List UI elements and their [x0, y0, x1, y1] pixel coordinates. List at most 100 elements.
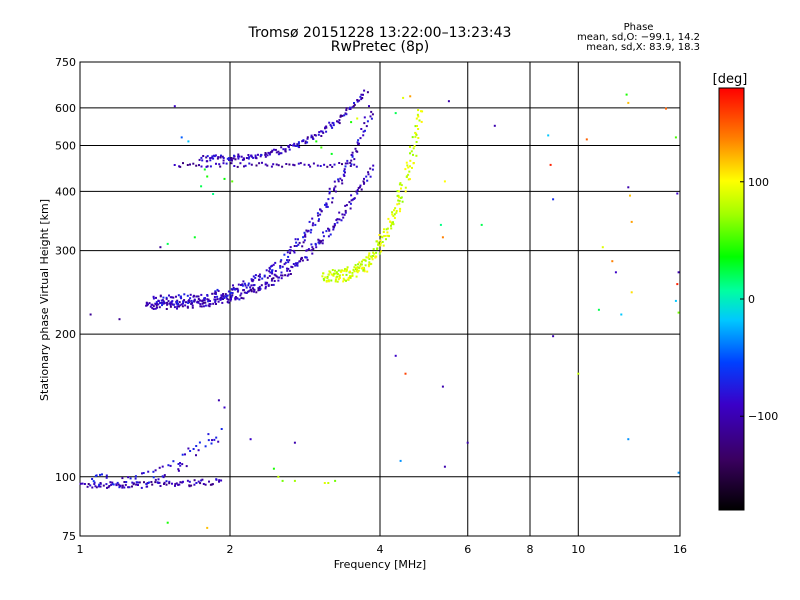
trace-point: [286, 269, 289, 272]
trace-point: [297, 141, 300, 144]
trace-point: [306, 137, 309, 140]
trace-point: [360, 93, 363, 96]
trace-point: [379, 242, 382, 245]
trace-point: [137, 484, 139, 486]
trace-point: [385, 228, 388, 231]
trace-point: [404, 190, 407, 193]
trace-point: [174, 484, 176, 487]
scatter-point: [217, 399, 220, 402]
trace-point: [182, 480, 184, 483]
trace-point: [124, 483, 127, 486]
trace-point: [364, 264, 367, 267]
trace-point: [355, 275, 358, 278]
trace-point: [281, 165, 284, 168]
trace-point: [161, 465, 164, 468]
trace-point: [297, 145, 300, 148]
trace-point: [202, 483, 205, 485]
scatter-point: [293, 441, 296, 444]
trace-point: [264, 287, 267, 290]
trace-point: [279, 266, 282, 269]
trace-point: [266, 154, 269, 157]
trace-point: [390, 224, 392, 227]
trace-point: [405, 176, 408, 178]
trace-point: [350, 163, 353, 166]
trace-point: [334, 190, 337, 193]
trace-point: [201, 478, 204, 481]
trace-point: [268, 153, 271, 156]
trace-point: [179, 481, 182, 484]
trace-point: [354, 268, 357, 270]
trace-point: [93, 483, 96, 485]
trace-point: [214, 299, 217, 302]
trace-point: [415, 141, 418, 143]
trace-point: [275, 151, 278, 154]
trace-point: [398, 199, 401, 202]
trace-point: [211, 439, 213, 442]
trace-point: [345, 268, 348, 271]
trace-point: [271, 277, 274, 280]
trace-point: [129, 477, 132, 480]
trace-point: [334, 185, 337, 188]
trace-point: [181, 453, 184, 456]
trace-point: [160, 299, 163, 302]
trace-point: [355, 270, 358, 273]
x-tick-label: 10: [571, 543, 585, 556]
trace-point: [397, 199, 400, 202]
trace-point: [159, 294, 162, 297]
scatter-point: [187, 140, 190, 143]
trace-point: [329, 164, 332, 166]
trace-point: [281, 265, 284, 268]
scatter-point: [193, 236, 196, 239]
y-tick-label: 300: [55, 245, 76, 258]
trace-point: [336, 218, 339, 221]
trace-point: [360, 263, 363, 266]
trace-point: [391, 213, 394, 216]
y-tick-label: 750: [55, 56, 76, 69]
trace-point: [321, 242, 324, 245]
trace-point: [335, 271, 338, 274]
trace-point: [362, 134, 365, 137]
trace-point: [254, 154, 257, 157]
trace-point: [375, 240, 378, 243]
trace-point: [230, 298, 232, 300]
trace-point: [248, 289, 251, 292]
trace-point: [175, 482, 178, 485]
trace-point: [304, 142, 307, 145]
trace-point: [309, 231, 312, 234]
trace-point: [329, 271, 332, 274]
trace-point: [305, 229, 308, 232]
trace-point: [355, 266, 358, 269]
trace-point: [349, 106, 351, 109]
trace-point: [327, 273, 330, 276]
trace-point: [253, 284, 256, 286]
trace-point: [217, 290, 220, 292]
trace-point: [155, 296, 157, 299]
trace-point: [204, 297, 206, 300]
scatter-point: [223, 406, 226, 409]
trace-point: [374, 256, 377, 259]
trace-point: [331, 126, 334, 129]
trace-point: [297, 162, 300, 165]
trace-point: [213, 298, 216, 301]
trace-point: [156, 306, 158, 309]
trace-point: [226, 301, 229, 303]
trace-point: [324, 276, 327, 279]
trace-point: [154, 469, 157, 472]
trace-point: [283, 253, 286, 256]
trace-point: [386, 234, 389, 237]
trace-point: [338, 274, 341, 277]
trace-point: [341, 179, 343, 182]
trace-point: [196, 300, 199, 303]
trace-point: [305, 249, 308, 252]
trace-point: [143, 481, 145, 484]
trace-point: [386, 231, 389, 234]
scatter-point: [630, 220, 633, 223]
trace-point: [216, 288, 219, 291]
trace-point: [351, 155, 354, 158]
trace-point: [356, 266, 359, 269]
trace-point: [334, 278, 337, 281]
trace-point: [331, 197, 334, 200]
trace-point: [250, 288, 252, 291]
trace-point: [225, 296, 228, 299]
trace-point: [159, 302, 161, 304]
